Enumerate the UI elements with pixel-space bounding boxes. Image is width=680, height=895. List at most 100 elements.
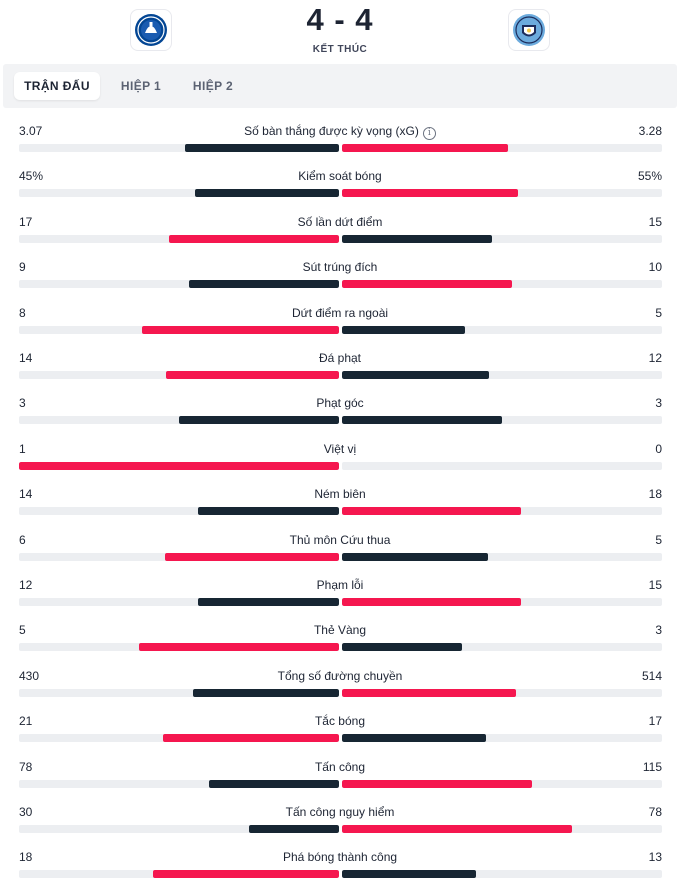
home-stat-value: 18	[19, 850, 33, 865]
home-stat-bar	[166, 371, 339, 379]
away-stat-track	[342, 870, 662, 879]
stat-row: 5 Thẻ Vàng 3	[0, 621, 680, 666]
home-stat-value: 14	[19, 351, 33, 365]
away-stat-value: 78	[648, 805, 662, 819]
home-stat-track	[19, 688, 339, 697]
away-stat-bar	[342, 416, 502, 425]
home-stat-bar	[249, 825, 339, 833]
stat-label: Tắc bóng	[0, 714, 680, 728]
home-stat-track	[19, 825, 339, 833]
away-stat-value: 115	[642, 759, 662, 774]
stat-label-text: Tắc bóng	[314, 714, 366, 729]
away-stat-bar	[342, 779, 533, 788]
stat-label-text: Kiểm soát bóng	[298, 169, 382, 184]
home-stat-track	[19, 325, 339, 334]
home-stat-bar	[188, 280, 339, 289]
stat-row: 430 Tổng số đường chuyền 514	[0, 667, 680, 712]
away-stat-value: 15	[648, 578, 662, 592]
home-stat-value: 45%	[19, 169, 44, 184]
stat-label: Số lần dứt điểm	[0, 215, 680, 229]
away-stat-value: 55%	[637, 169, 662, 184]
stat-row: 3 Phạt góc 3	[0, 394, 680, 439]
home-stat-bar	[185, 144, 339, 152]
home-stat-value: 5	[19, 623, 26, 638]
away-stat-value: 18	[648, 487, 662, 502]
away-stat-value: 12	[648, 351, 662, 365]
home-stat-track	[19, 507, 339, 516]
away-stat-track	[342, 779, 662, 788]
tab-first-half[interactable]: HIỆP 1	[120, 79, 162, 93]
home-stat-bar	[164, 552, 339, 561]
away-stat-track	[342, 598, 662, 606]
home-stat-track	[19, 870, 339, 879]
away-stat-bar	[342, 870, 477, 879]
match-status: KẾT THÚC	[312, 44, 368, 55]
away-stat-value: 15	[648, 214, 662, 229]
stat-row: 17 Số lần dứt điểm 15	[0, 213, 680, 258]
away-stat-bar	[342, 325, 466, 334]
stat-row: 78 Tấn công 115	[0, 758, 680, 803]
away-stat-value: 17	[648, 714, 662, 729]
stat-row: 8 Dứt điểm ra ngoài 5	[0, 304, 680, 349]
stat-label-text: Phá bóng thành công	[282, 850, 398, 865]
stat-label: Thủ môn Cứu thua	[0, 533, 680, 547]
away-stat-track	[342, 507, 662, 516]
home-stat-value: 9	[19, 260, 26, 275]
away-stat-value: 13	[648, 850, 662, 865]
home-stat-value: 17	[19, 214, 33, 229]
home-stat-track	[19, 280, 339, 289]
home-stat-bar	[169, 234, 339, 243]
stat-label: Đá phạt	[0, 351, 680, 365]
stat-row: 45% Kiểm soát bóng 55%	[0, 167, 680, 212]
stat-label: Ném biên	[0, 487, 680, 501]
away-stat-track	[342, 552, 662, 561]
home-stat-bar	[19, 461, 339, 470]
away-stat-track	[342, 234, 662, 243]
stat-label: Tổng số đường chuyền	[0, 669, 680, 683]
stat-label: Phạm lỗi	[0, 578, 680, 592]
away-stat-value: 0	[655, 441, 662, 456]
stat-label-text: Số bàn thắng được kỳ vọng (xG)	[244, 124, 419, 138]
match-score: 4 - 4	[306, 2, 374, 37]
tab-second-half[interactable]: HIỆP 2	[192, 79, 234, 93]
stat-label-text: Đá phạt	[318, 351, 362, 365]
home-stat-bar	[153, 870, 339, 879]
home-stat-value: 3	[19, 396, 26, 411]
stat-label: Phá bóng thành công	[0, 850, 680, 864]
period-tabs: TRẬN ĐẤU HIỆP 1 HIỆP 2	[3, 64, 677, 108]
info-icon[interactable]: i	[422, 127, 436, 140]
home-stat-value: 78	[19, 759, 33, 774]
stat-label-text: Phạm lỗi	[316, 578, 364, 592]
home-stat-value: 430	[19, 668, 40, 683]
away-stat-bar	[342, 734, 486, 743]
stat-label-text: Thủ môn Cứu thua	[289, 532, 391, 547]
stat-label: Dứt điểm ra ngoài	[0, 306, 680, 320]
away-stat-track	[342, 189, 662, 198]
chelsea-crest-icon[interactable]	[130, 9, 172, 51]
home-stat-track	[19, 234, 339, 243]
tab-match[interactable]: TRẬN ĐẤU	[14, 72, 100, 100]
stat-label-text: Số lần dứt điểm	[297, 214, 383, 229]
stat-row: 21 Tắc bóng 17	[0, 712, 680, 757]
stat-label-text: Việt vị	[323, 441, 357, 456]
home-stat-bar	[193, 688, 339, 697]
away-stat-track	[342, 280, 662, 289]
stat-row: 14 Ném biên 18	[0, 485, 680, 530]
stat-label-text: Sút trúng đích	[302, 260, 378, 275]
man-city-crest-icon[interactable]	[508, 9, 550, 51]
home-stat-value: 12	[19, 578, 33, 592]
home-stat-bar	[198, 507, 339, 516]
away-stat-value: 5	[655, 532, 662, 547]
stat-label: Tấn công	[0, 760, 680, 774]
stat-label-text: Dứt điểm ra ngoài	[291, 305, 389, 320]
home-stat-track	[19, 416, 339, 425]
away-stat-bar	[342, 280, 512, 289]
stat-label: Kiểm soát bóng	[0, 169, 680, 183]
away-stat-track	[342, 371, 662, 379]
stat-row: 3.07 Số bàn thắng được kỳ vọng (xG) i 3.28	[0, 122, 680, 167]
stat-row: 14 Đá phạt 12	[0, 349, 680, 394]
stat-row: 1 Việt vị 0	[0, 440, 680, 485]
stat-label-text: Tấn công nguy hiểm	[285, 805, 395, 819]
away-stat-bar	[342, 507, 522, 516]
away-stat-bar	[342, 234, 493, 243]
